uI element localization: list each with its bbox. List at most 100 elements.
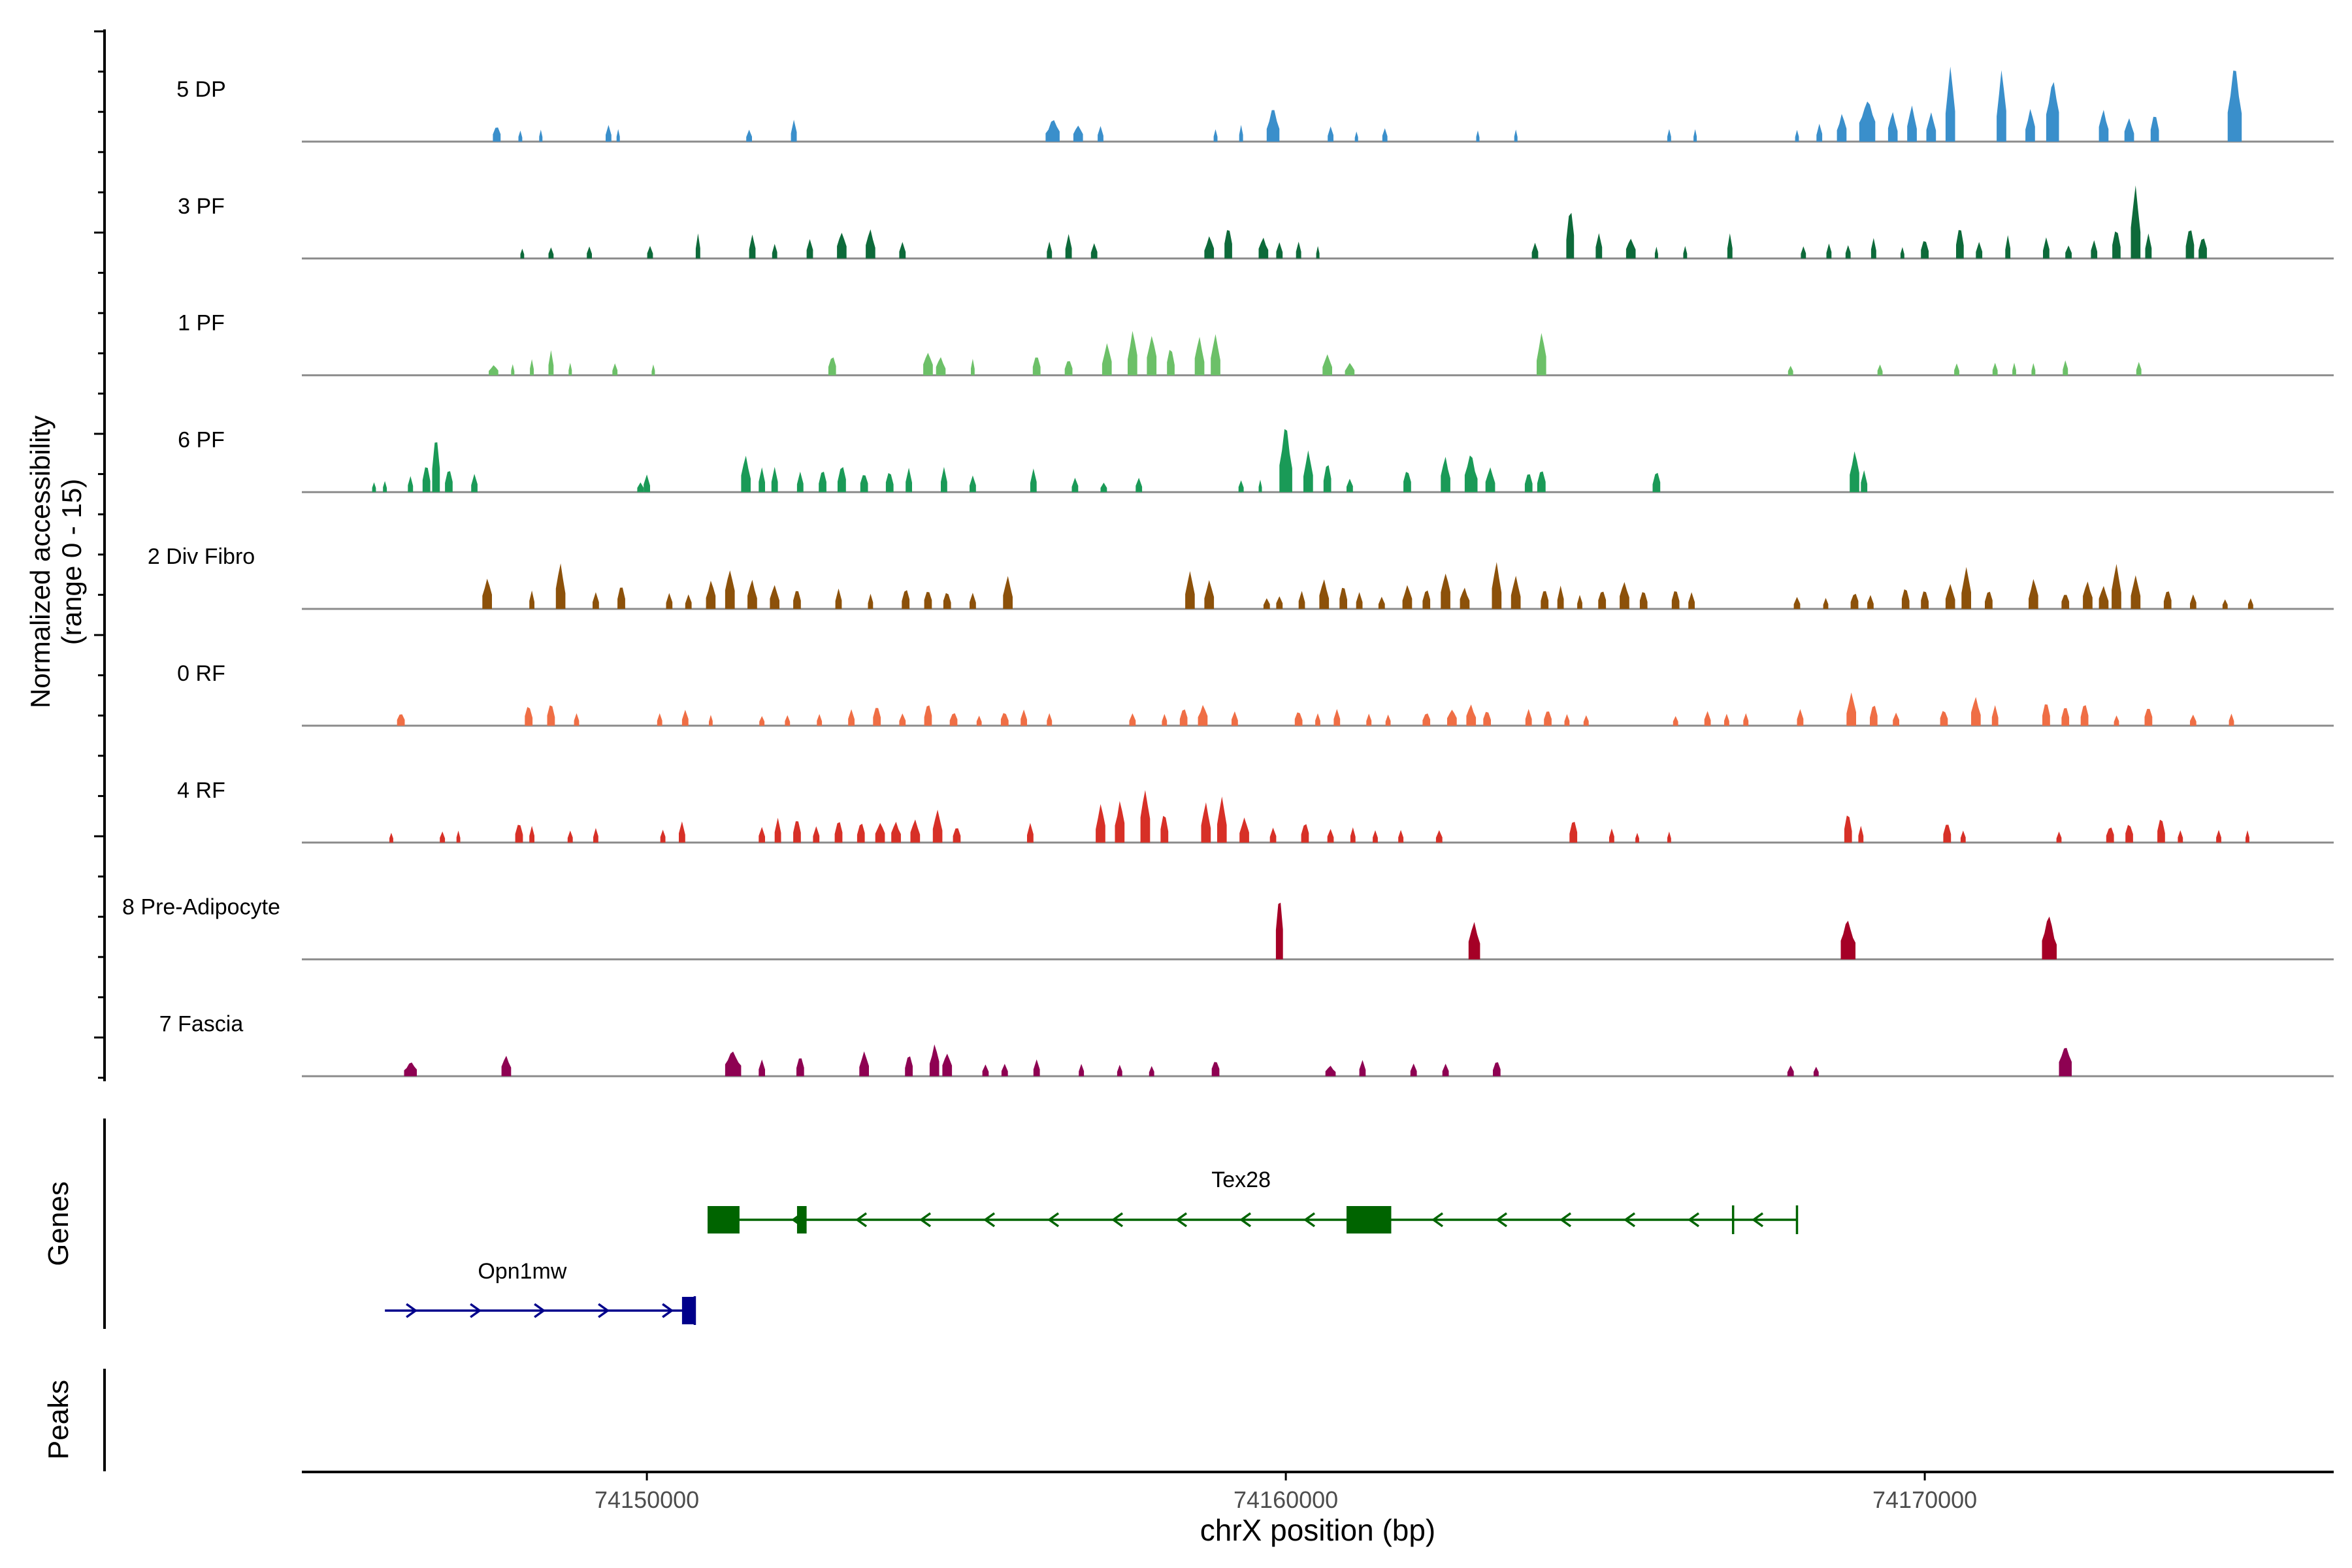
- coverage-peak: [1564, 714, 1570, 726]
- coverage-peak: [2061, 595, 2070, 609]
- coverage-peak: [445, 471, 453, 493]
- coverage-peak: [899, 713, 906, 726]
- coverage-peak: [759, 826, 765, 843]
- coverage-peak: [1840, 921, 1855, 960]
- coverage-peak: [1704, 711, 1711, 726]
- x-axis-ticks: 74150000 74160000 74170000: [595, 1472, 1977, 1513]
- accessibility-tracks: 5 DP 3 PF 1 PF 6 PF 2 Div Fibro 0 RF 4 RF 8 Pre…: [122, 66, 2334, 1077]
- coverage-peak: [1238, 480, 1244, 493]
- peaks-panel-label: Peaks: [42, 1380, 74, 1460]
- coverage-peak: [1316, 246, 1320, 259]
- coverage-peak: [1359, 1060, 1366, 1077]
- coverage-peak: [493, 127, 501, 142]
- coverage-peak: [1032, 357, 1041, 376]
- strand-arrow-icon: [598, 1303, 610, 1318]
- coverage-peak: [774, 817, 781, 843]
- track-1-pf: 1 PF: [178, 311, 2334, 376]
- coverage-peak: [1826, 243, 1832, 259]
- coverage-peak: [1926, 112, 1936, 142]
- coverage-peak: [796, 471, 804, 493]
- coverage-peak: [647, 246, 653, 259]
- coverage-peak: [970, 593, 976, 609]
- coverage-peak: [1870, 238, 1876, 259]
- coverage-peak: [1945, 66, 1955, 142]
- gene-exon: [708, 1206, 740, 1233]
- coverage-peak: [1378, 596, 1385, 609]
- coverage-peak: [1071, 478, 1079, 493]
- coverage-peak: [2029, 579, 2038, 609]
- gene-name-label: Tex28: [1211, 1168, 1271, 1192]
- coverage-peak: [2125, 825, 2133, 843]
- coverage-peak: [548, 350, 554, 376]
- coverage-peak: [970, 475, 976, 493]
- coverage-peak: [515, 825, 523, 843]
- coverage-peak: [1217, 796, 1227, 843]
- coverage-peak: [1743, 713, 1749, 726]
- coverage-peak: [1276, 242, 1283, 259]
- track-label: 4 RF: [177, 778, 225, 803]
- coverage-peak: [819, 472, 826, 493]
- coverage-peak: [1303, 450, 1313, 493]
- coverage-peak: [1382, 128, 1388, 142]
- coverage-peak: [1727, 233, 1733, 259]
- coverage-peak: [1275, 902, 1283, 960]
- coverage-peak: [2163, 591, 2172, 609]
- coverage-peak: [1797, 709, 1804, 726]
- coverage-peak: [1801, 246, 1806, 259]
- coverage-peak: [383, 481, 387, 493]
- coverage-peak: [982, 1064, 989, 1077]
- coverage-peak: [2136, 362, 2142, 376]
- coverage-peak: [1635, 832, 1639, 843]
- coverage-peak: [1269, 827, 1277, 843]
- coverage-peak: [1900, 247, 1904, 259]
- coverage-peak: [1263, 598, 1270, 609]
- coverage-peak: [2025, 108, 2035, 142]
- coverage-peak: [953, 828, 961, 843]
- coverage-peak: [637, 482, 644, 493]
- coverage-peak: [1098, 125, 1103, 142]
- coverage-peak: [1350, 827, 1356, 843]
- coverage-peak: [404, 1062, 417, 1077]
- coverage-peak: [2042, 916, 2057, 960]
- coverage-peak: [2114, 715, 2119, 726]
- coverage-peak: [759, 716, 765, 726]
- strand-arrow-icon: [855, 1212, 868, 1228]
- coverage-peak: [2124, 118, 2134, 142]
- coverage-peak: [1583, 715, 1589, 726]
- coverage-peak: [1410, 1063, 1417, 1077]
- coverage-peak: [1065, 234, 1072, 259]
- coverage-peak: [1239, 817, 1249, 843]
- coverage-peak: [593, 592, 599, 609]
- coverage-peak: [1398, 830, 1404, 843]
- coverage-peak: [1466, 704, 1477, 726]
- track-3-pf: 3 PF: [178, 185, 2334, 260]
- coverage-peak: [2005, 235, 2011, 259]
- coverage-peak: [567, 830, 573, 843]
- coverage-peak: [2222, 599, 2228, 609]
- coverage-peak: [1861, 470, 1868, 493]
- coverage-peak: [422, 467, 431, 493]
- coverage-peak: [2083, 581, 2093, 609]
- coverage-peak: [2131, 185, 2141, 259]
- x-axis-tick-label: 74150000: [595, 1486, 699, 1513]
- coverage-peak: [929, 1044, 939, 1077]
- coverage-peak: [1954, 363, 1959, 376]
- coverage-peak: [1557, 585, 1564, 609]
- coverage-peak: [2216, 830, 2221, 843]
- coverage-peak: [1366, 713, 1372, 726]
- coverage-peak: [1816, 123, 1823, 142]
- coverage-peak: [848, 709, 855, 726]
- strand-arrow-icon: [1495, 1212, 1508, 1228]
- coverage-peak: [1795, 129, 1799, 142]
- coverage-peak: [1021, 710, 1027, 726]
- x-axis-tick-label: 74170000: [1872, 1486, 1977, 1513]
- coverage-peak: [1298, 591, 1305, 609]
- coverage-peak: [511, 364, 515, 376]
- coverage-peak: [2042, 704, 2050, 726]
- coverage-peak: [1323, 465, 1331, 493]
- coverage-peak: [1194, 336, 1205, 376]
- coverage-peak: [910, 819, 921, 843]
- coverage-peak: [520, 248, 525, 259]
- coverage-peak: [617, 587, 625, 609]
